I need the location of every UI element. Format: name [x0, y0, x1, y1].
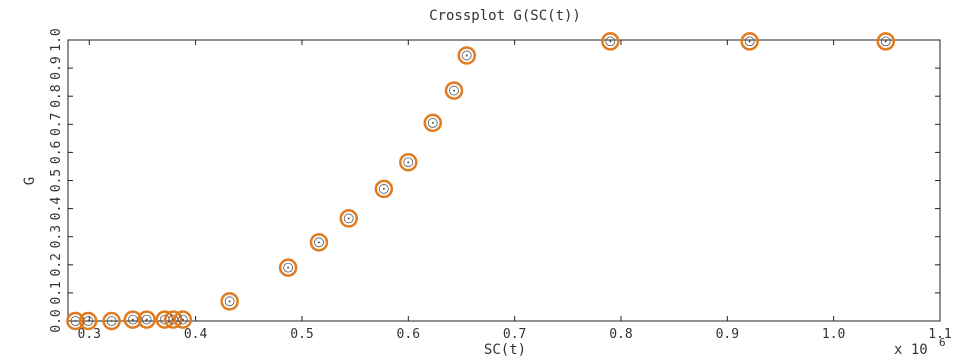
y-tick-label: 0.3 [49, 225, 64, 248]
data-point [339, 209, 358, 228]
data-point [78, 311, 98, 331]
y-tick-label: 0.4 [49, 197, 64, 221]
y-axis: 0.0 0.1 0.2 0.3 0.4 0.5 0.6 0.7 0.8 0.9 1.0 [49, 28, 940, 333]
y-tick-label: 0.5 [49, 169, 64, 192]
x-tick-label: 0.6 [397, 327, 420, 342]
data-point [457, 46, 477, 65]
x-axis-label: SC(t) [484, 342, 526, 358]
data-point [102, 311, 121, 331]
y-tick-label: 0.7 [49, 113, 64, 136]
data-points [66, 32, 896, 331]
y-tick-label: 0.8 [49, 84, 64, 107]
x-tick-label: 1.0 [822, 327, 845, 342]
chart-title: Crossplot G(SC(t)) [429, 8, 581, 24]
plot-frame [67, 39, 941, 322]
x-tick-label: 0.9 [716, 327, 739, 342]
data-point [309, 233, 329, 252]
data-point [601, 32, 620, 51]
y-tick-label: 0.0 [49, 309, 64, 332]
x-multiplier-label: x 10 [894, 342, 928, 358]
data-point [399, 152, 418, 172]
data-point [423, 113, 443, 133]
x-tick-label: 0.7 [503, 327, 526, 342]
x-tick-label: 0.4 [184, 327, 208, 342]
x-tick-label: 0.3 [78, 327, 101, 342]
data-point [137, 310, 156, 329]
data-point [220, 292, 239, 311]
y-tick-label: 0.1 [49, 281, 64, 304]
data-point [374, 179, 394, 199]
x-tick-label: 0.5 [290, 327, 313, 342]
x-tick-label: 0.8 [609, 327, 632, 342]
data-point [278, 258, 298, 277]
y-tick-label: 1.0 [49, 28, 64, 51]
x-tick-label: 1.1 [928, 327, 951, 342]
y-tick-label: 0.9 [49, 56, 64, 79]
x-axis: 0.3 0.4 0.5 0.6 0.7 0.8 0.9 1.0 1.1 [78, 40, 952, 342]
data-point [123, 310, 143, 329]
x-multiplier-exponent: 6 [939, 336, 946, 349]
y-tick-label: 0.6 [49, 141, 64, 164]
data-point [164, 310, 183, 329]
data-point [444, 81, 464, 100]
data-point [740, 32, 759, 51]
data-point [876, 32, 896, 51]
y-axis-label: G [22, 177, 38, 185]
data-point [173, 310, 193, 329]
y-tick-label: 0.2 [49, 253, 64, 276]
